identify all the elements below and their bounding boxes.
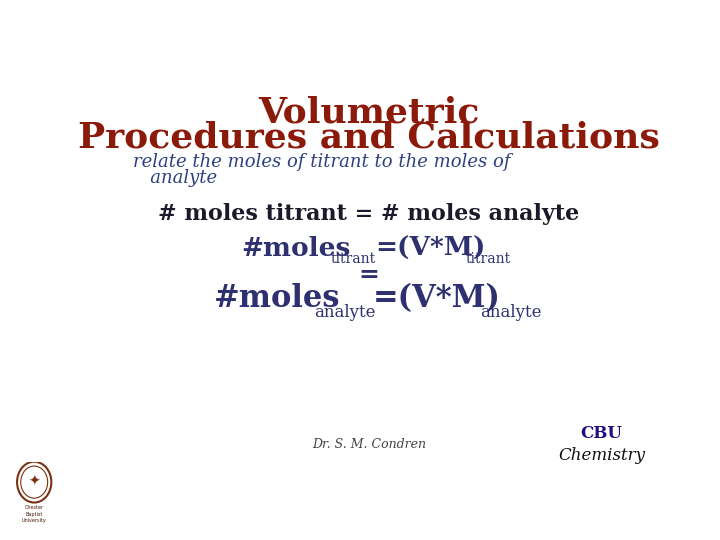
Text: =(V*M): =(V*M) [373, 284, 500, 314]
Text: Chester
Baptist
University: Chester Baptist University [22, 505, 47, 523]
Text: =(V*M): =(V*M) [375, 236, 485, 261]
Text: relate the moles of titrant to the moles of: relate the moles of titrant to the moles… [132, 153, 510, 171]
Text: Chemistry: Chemistry [558, 447, 645, 464]
Text: analyte: analyte [314, 303, 375, 321]
Text: =: = [359, 263, 379, 287]
Text: #moles: #moles [214, 284, 341, 314]
Text: analyte: analyte [132, 168, 217, 187]
Text: analyte: analyte [480, 303, 541, 321]
Text: titrant: titrant [465, 253, 510, 266]
Text: ✦: ✦ [28, 475, 40, 489]
Text: Volumetric: Volumetric [258, 96, 480, 130]
Text: CBU: CBU [580, 425, 623, 442]
Text: Dr. S. M. Condren: Dr. S. M. Condren [312, 438, 426, 451]
Text: # moles titrant = # moles analyte: # moles titrant = # moles analyte [158, 204, 580, 225]
Text: titrant: titrant [330, 253, 375, 266]
Text: Procedures and Calculations: Procedures and Calculations [78, 120, 660, 154]
Text: #moles: #moles [241, 236, 351, 261]
